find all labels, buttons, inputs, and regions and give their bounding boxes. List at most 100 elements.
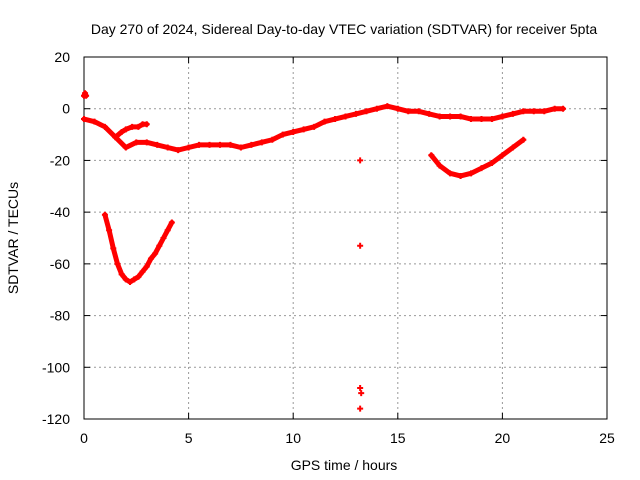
data-point-marker: [160, 235, 167, 241]
data-point-marker: [520, 108, 527, 115]
x-tick-label: 20: [495, 430, 511, 446]
data-point-marker: [131, 276, 138, 283]
data-point-marker: [139, 268, 146, 275]
data-point-marker: [143, 139, 150, 146]
data-point-marker: [436, 113, 443, 120]
data-point-marker: [110, 245, 117, 252]
data-point-marker: [122, 144, 129, 151]
data-point-marker: [499, 152, 506, 159]
data-point-marker: [457, 172, 464, 179]
series-bump-segment: [112, 121, 150, 141]
data-point-marker: [300, 126, 307, 133]
data-point-marker: [332, 116, 339, 123]
data-point-marker: [147, 255, 154, 262]
data-point-marker: [101, 211, 108, 218]
data-point-marker: [196, 141, 203, 148]
data-point-marker: [384, 103, 391, 110]
data-point-marker: [143, 263, 150, 270]
data-point-marker: [106, 227, 113, 234]
data-point-marker: [152, 250, 159, 257]
data-point-marker: [447, 170, 454, 177]
data-point-marker: [269, 136, 276, 143]
data-point-marker: [248, 141, 255, 148]
plot-frame: [83, 56, 608, 420]
data-point-marker: [185, 144, 192, 151]
y-tick-label: -40: [50, 204, 70, 220]
x-axis-label: GPS time / hours: [291, 457, 398, 473]
data-point-marker: [311, 123, 318, 130]
data-point-marker: [560, 105, 567, 112]
data-point-marker: [127, 278, 134, 285]
y-tick-label: -100: [42, 359, 70, 375]
data-point-marker: [551, 105, 558, 112]
data-point-marker: [129, 123, 136, 130]
data-point-marker: [488, 160, 495, 167]
axis-ticks: 0 5 10 15 20 25 20 0 -20 -40 -60 -80 -100 -120: [42, 49, 615, 446]
data-point-marker: [447, 113, 454, 120]
data-point-marker: [357, 384, 364, 391]
data-point-marker: [175, 147, 182, 154]
data-point-marker: [143, 121, 150, 128]
data-point-marker: [133, 139, 140, 146]
data-point-marker: [457, 113, 464, 120]
y-tick-label: -60: [50, 256, 70, 272]
series-early-segment: [81, 90, 90, 99]
data-point-marker: [118, 128, 125, 135]
data-point-marker: [135, 273, 142, 280]
data-point-marker: [530, 108, 537, 115]
data-point-marker: [468, 170, 475, 177]
data-point-marker: [216, 141, 223, 148]
y-tick-label: 20: [54, 49, 70, 65]
chart-title: Day 270 of 2024, Sidereal Day-to-day VTE…: [91, 21, 598, 37]
data-point-marker: [91, 118, 98, 125]
data-point-marker: [81, 116, 87, 123]
data-point-marker: [342, 113, 349, 120]
x-tick-label: 5: [185, 430, 193, 446]
data-point-marker: [154, 141, 161, 148]
data-point-marker: [237, 144, 244, 151]
series-deep-dip: [101, 211, 175, 285]
x-tick-label: 0: [80, 430, 88, 446]
data-point-marker: [206, 141, 213, 148]
data-point-marker: [156, 242, 163, 249]
data-point-marker: [122, 276, 129, 283]
data-point-marker: [363, 108, 370, 115]
data-point-marker: [509, 144, 516, 151]
data-point-marker: [428, 152, 435, 159]
data-point-marker: [394, 105, 401, 112]
data-point-marker: [164, 144, 171, 151]
data-point-marker: [101, 123, 108, 130]
x-tick-label: 10: [285, 430, 301, 446]
x-tick-label: 25: [599, 430, 615, 446]
data-point-marker: [499, 113, 506, 120]
data-point-marker: [112, 134, 119, 141]
data-point-marker: [520, 136, 527, 143]
data-point-marker: [415, 108, 422, 115]
data-point-marker: [135, 123, 142, 130]
y-tick-label: -80: [50, 308, 70, 324]
y-tick-label: 0: [62, 101, 70, 117]
data-point-marker: [478, 116, 485, 123]
y-tick-label: -120: [42, 411, 70, 427]
series-afternoon-dip: [428, 136, 527, 179]
data-point-marker: [352, 110, 359, 117]
data-point-marker: [405, 108, 412, 115]
data-point-marker: [164, 227, 171, 234]
data-point-marker: [118, 271, 125, 278]
data-point-marker: [290, 128, 297, 135]
data-point-marker: [279, 131, 286, 138]
y-tick-label: -20: [50, 152, 70, 168]
data-point-marker: [541, 108, 548, 115]
data-point-marker: [468, 116, 475, 123]
data-point-marker: [509, 110, 516, 117]
x-tick-label: 15: [390, 430, 406, 446]
data-point-marker: [357, 157, 364, 164]
data-point-marker: [258, 139, 265, 146]
data-point-marker: [122, 126, 129, 133]
data-point-marker: [426, 110, 433, 117]
data-point-marker: [168, 219, 175, 226]
series-band: [428, 137, 526, 179]
data-point-marker: [321, 118, 328, 125]
